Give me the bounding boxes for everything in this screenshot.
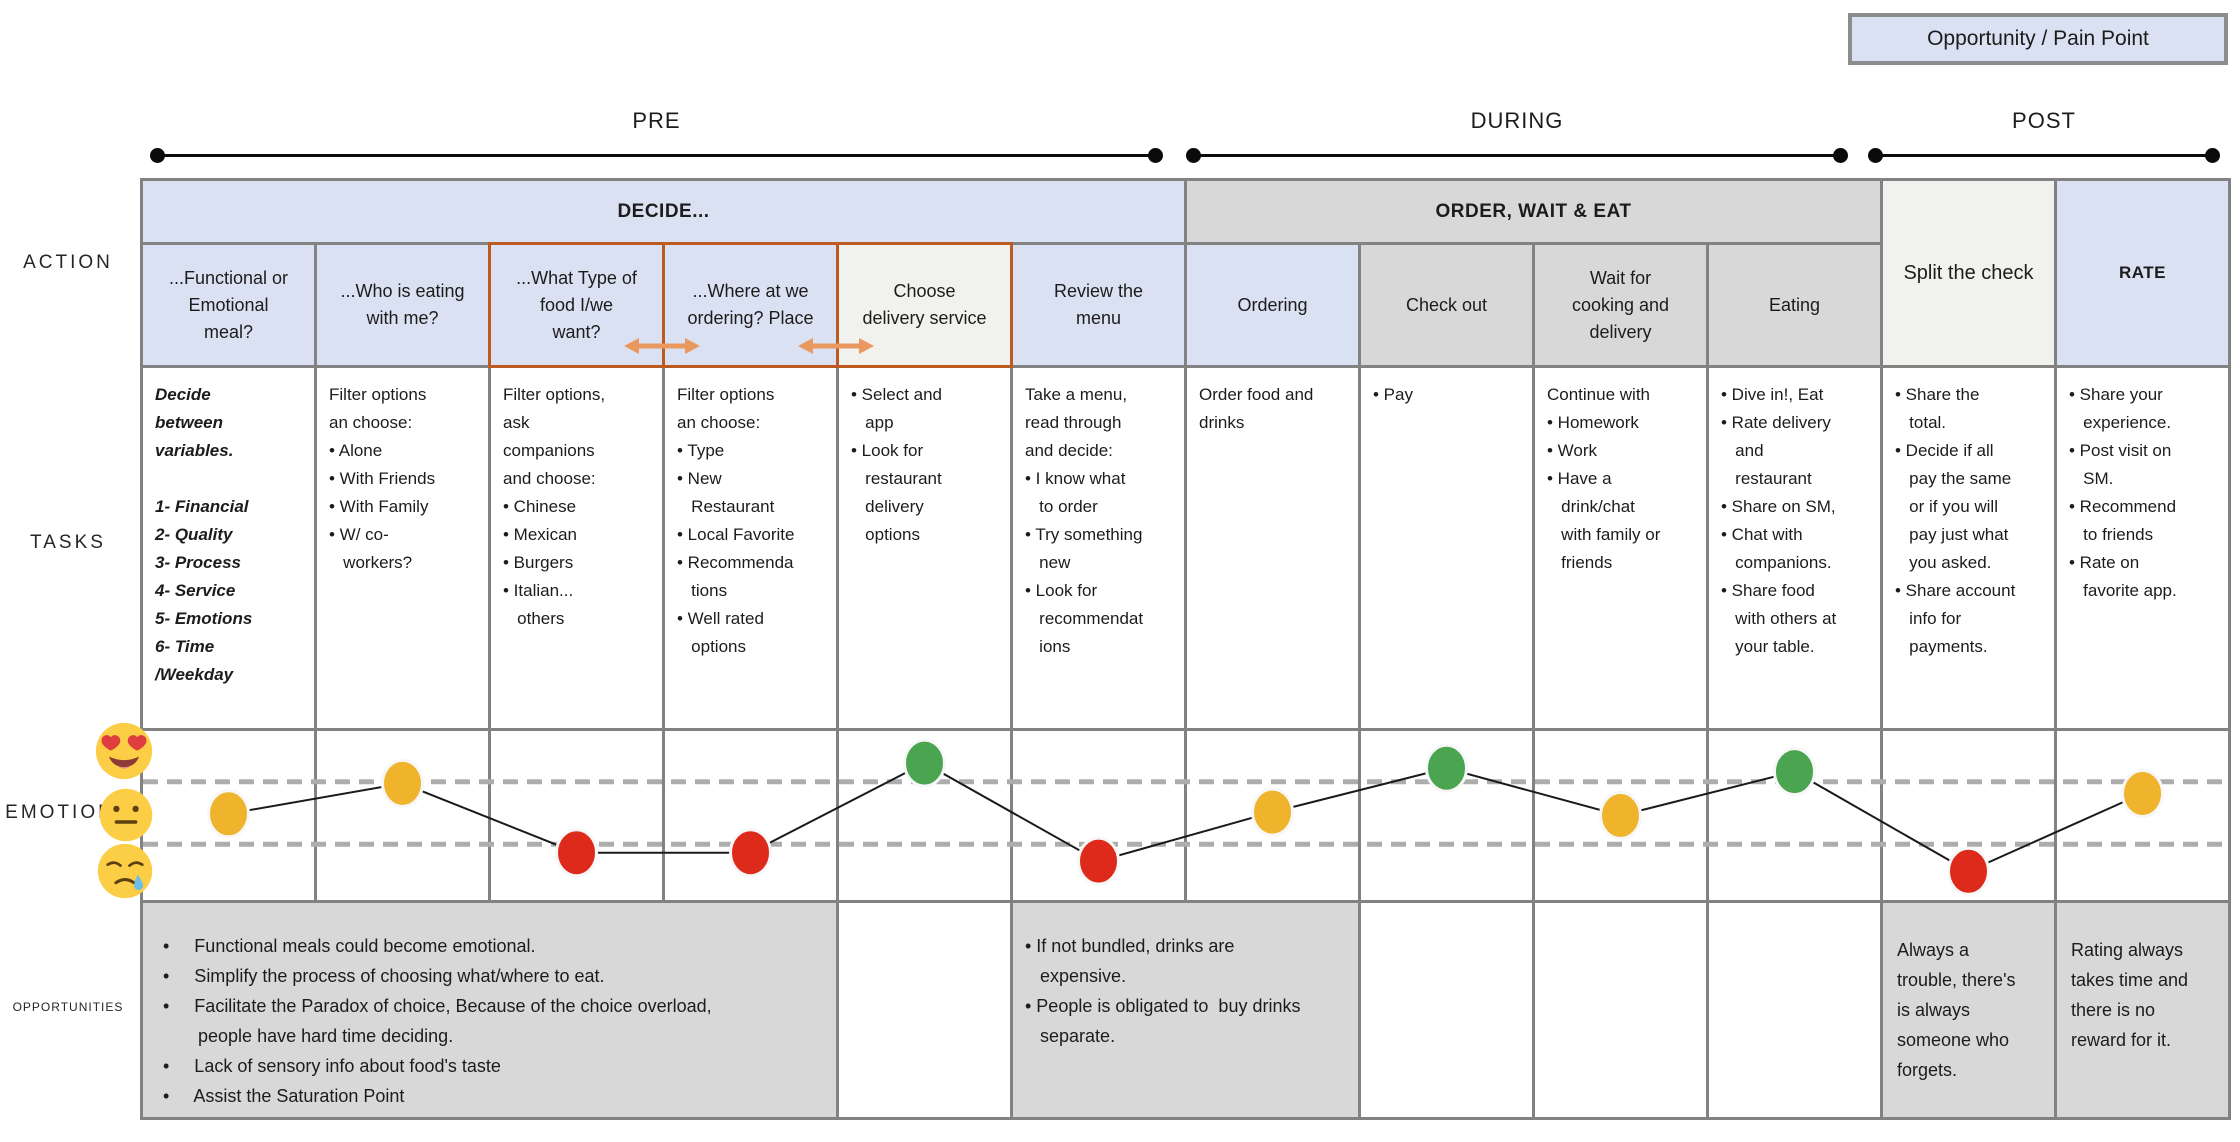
action-cell-functional-or-emotional: ...Functional or Emotional meal?	[143, 245, 314, 365]
tasks-cell-11: • Share the total. • Decide if all pay t…	[1883, 368, 2054, 728]
timeline-dot	[1833, 148, 1848, 163]
tasks-cell-6: Take a menu, read through and decide: • …	[1013, 368, 1184, 728]
tasks-cell-4: Filter options an choose: • Type • New R…	[665, 368, 836, 728]
emotion-cell	[839, 731, 1010, 900]
action-cell-split-the-check: Split the check	[1883, 181, 2054, 365]
phase-during-label: DURING	[1470, 108, 1564, 133]
emotion-cell	[491, 731, 662, 900]
opportunities-menu-block: • If not bundled, drinks are expensive. …	[1013, 903, 1358, 1117]
opportunities-empty-cell	[839, 903, 1010, 1117]
timeline-bar	[163, 154, 1150, 157]
action-cell-rate: RATE	[2057, 181, 2228, 365]
tasks-cell-10: • Dive in!, Eat • Rate delivery and rest…	[1709, 368, 1880, 728]
timeline-post	[1868, 148, 2220, 163]
heart-eyes-emoji	[95, 722, 153, 780]
row-label-emotion: EMOTION	[5, 802, 115, 823]
timeline-bar	[1199, 154, 1835, 157]
emotion-cell	[317, 731, 488, 900]
tasks-cell-5: • Select and app • Look for restaurant d…	[839, 368, 1010, 728]
opportunities-split-block: Always a trouble, there's is always some…	[1883, 903, 2054, 1117]
opportunities-rate-block: Rating always takes time and there is no…	[2057, 903, 2228, 1117]
action-cell-eating: Eating	[1709, 245, 1880, 365]
tasks-cell-2: Filter options an choose: • Alone • With…	[317, 368, 488, 728]
opportunities-decide-block: • Functional meals could become emotiona…	[143, 903, 836, 1117]
action-cell-wait-for-cooking: Wait for cooking and delivery	[1535, 245, 1706, 365]
phase-pre: PRE	[150, 108, 1163, 163]
emotion-cell	[1883, 731, 2054, 900]
timeline-pre	[150, 148, 1163, 163]
journey-table: DECIDE... ORDER, WAIT & EAT Split the ch…	[140, 178, 2231, 1120]
row-label-tasks: TASKS	[30, 532, 106, 553]
action-cell-check-out: Check out	[1361, 245, 1532, 365]
timeline-dot	[1186, 148, 1201, 163]
action-cell-review-the-menu: Review the menu	[1013, 245, 1184, 365]
timeline-dot	[1148, 148, 1163, 163]
neutral-face-emoji	[99, 788, 153, 842]
timeline-bar	[1881, 154, 2207, 157]
swap-arrow-icon	[798, 338, 874, 354]
tasks-cell-1: Decide between variables. 1- Financial 2…	[143, 368, 314, 728]
row-label-action: ACTION	[23, 252, 113, 273]
emotion-cell	[143, 731, 314, 900]
emotion-cell	[1013, 731, 1184, 900]
stage-header-order-wait-eat: ORDER, WAIT & EAT	[1187, 181, 1880, 242]
sad-tear-emoji	[97, 843, 153, 899]
emotion-cell	[2057, 731, 2228, 900]
emotion-cell	[1535, 731, 1706, 900]
row-label-opportunities: OPPORTUNITIES	[12, 1000, 124, 1014]
timeline-during	[1186, 148, 1848, 163]
timeline-dot	[150, 148, 165, 163]
emotion-cell	[665, 731, 836, 900]
timeline-dot	[2205, 148, 2220, 163]
phase-post: POST	[1868, 108, 2220, 163]
tasks-cell-8: • Pay	[1361, 368, 1532, 728]
emotion-cell	[1361, 731, 1532, 900]
phase-post-label: POST	[2012, 108, 2076, 133]
opportunities-empty-cell	[1361, 903, 1532, 1117]
emotion-cell	[1709, 731, 1880, 900]
timeline-dot	[1868, 148, 1883, 163]
legend-label: Opportunity / Pain Point	[1927, 27, 2149, 50]
stage-header-decide: DECIDE...	[143, 181, 1184, 242]
swap-arrow-icon	[624, 338, 700, 354]
tasks-cell-9: Continue with • Homework • Work • Have a…	[1535, 368, 1706, 728]
tasks-cell-12: • Share your experience. • Post visit on…	[2057, 368, 2228, 728]
tasks-cell-7: Order food and drinks	[1187, 368, 1358, 728]
legend-opportunity-pain-point: Opportunity / Pain Point	[1848, 13, 2228, 65]
phase-pre-label: PRE	[632, 108, 681, 133]
opportunities-empty-cell	[1709, 903, 1880, 1117]
emotion-cell	[1187, 731, 1358, 900]
phase-during: DURING	[1186, 108, 1848, 163]
opportunities-empty-cell	[1535, 903, 1706, 1117]
tasks-cell-3: Filter options, ask companions and choos…	[491, 368, 662, 728]
action-cell-ordering: Ordering	[1187, 245, 1358, 365]
action-cell-who-is-eating: ...Who is eating with me?	[317, 245, 488, 365]
